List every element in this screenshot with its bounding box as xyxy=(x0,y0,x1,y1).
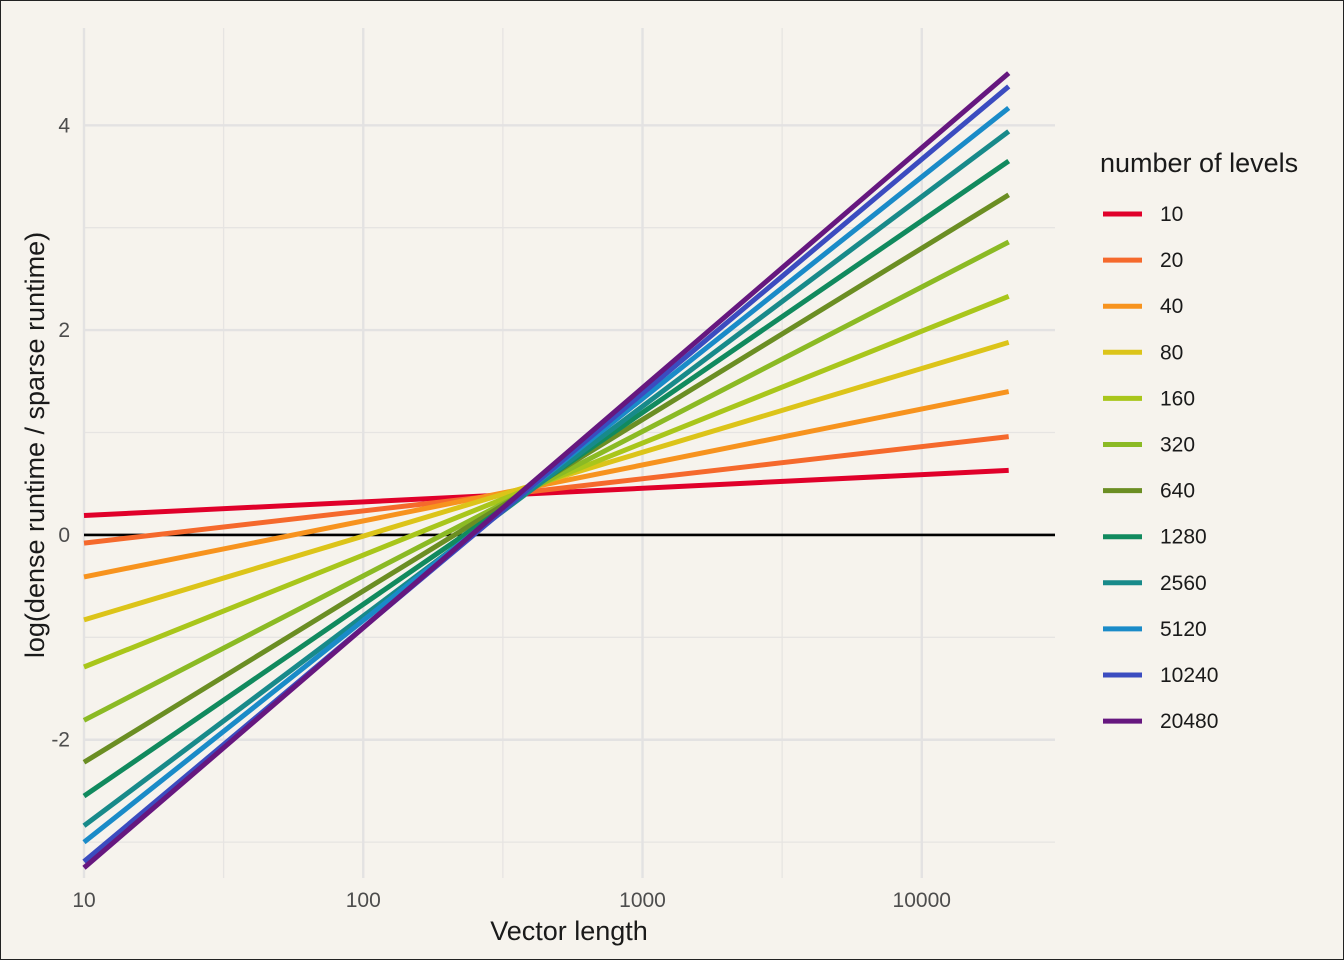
legend-label-10240: 10240 xyxy=(1160,664,1218,687)
legend-label-5120: 5120 xyxy=(1160,618,1207,641)
x-axis-label: Vector length xyxy=(490,916,648,946)
legend-label-20: 20 xyxy=(1160,249,1183,272)
y-tick-label: 2 xyxy=(58,319,70,342)
x-tick-label: 100 xyxy=(346,889,381,912)
y-tick-label: 0 xyxy=(58,524,70,547)
legend-label-2560: 2560 xyxy=(1160,572,1207,595)
legend: number of levels 10 20 40 80 160 320 640 1280 25… xyxy=(1100,148,1298,733)
series-line-20 xyxy=(83,434,1009,546)
series-line-2560 xyxy=(82,129,1011,828)
legend-label-160: 160 xyxy=(1160,387,1195,410)
legend-label-20480: 20480 xyxy=(1160,710,1218,733)
legend-label-80: 80 xyxy=(1160,341,1183,364)
legend-label-10: 10 xyxy=(1160,203,1183,226)
series-lines xyxy=(82,71,1011,870)
y-tick-label: -2 xyxy=(51,729,70,752)
legend-label-640: 640 xyxy=(1160,480,1195,503)
x-tick-label: 10000 xyxy=(893,889,951,912)
y-axis-label: log(dense runtime / sparse runtime) xyxy=(20,232,50,658)
x-axis-tick-labels: 10 100 1000 10000 xyxy=(72,889,951,912)
series-line-20480 xyxy=(82,71,1011,870)
y-axis-tick-labels: -2 0 2 4 xyxy=(51,114,70,751)
x-tick-label: 10 xyxy=(72,889,95,912)
series-line-10 xyxy=(83,467,1009,518)
x-tick-label: 1000 xyxy=(619,889,666,912)
legend-title: number of levels xyxy=(1100,148,1298,178)
y-tick-label: 4 xyxy=(58,114,70,137)
legend-label-320: 320 xyxy=(1160,434,1195,457)
legend-items: 10 20 40 80 160 320 640 1280 2560 5120 10240 20480 xyxy=(1103,203,1218,733)
legend-label-40: 40 xyxy=(1160,295,1183,318)
legend-label-1280: 1280 xyxy=(1160,526,1207,549)
